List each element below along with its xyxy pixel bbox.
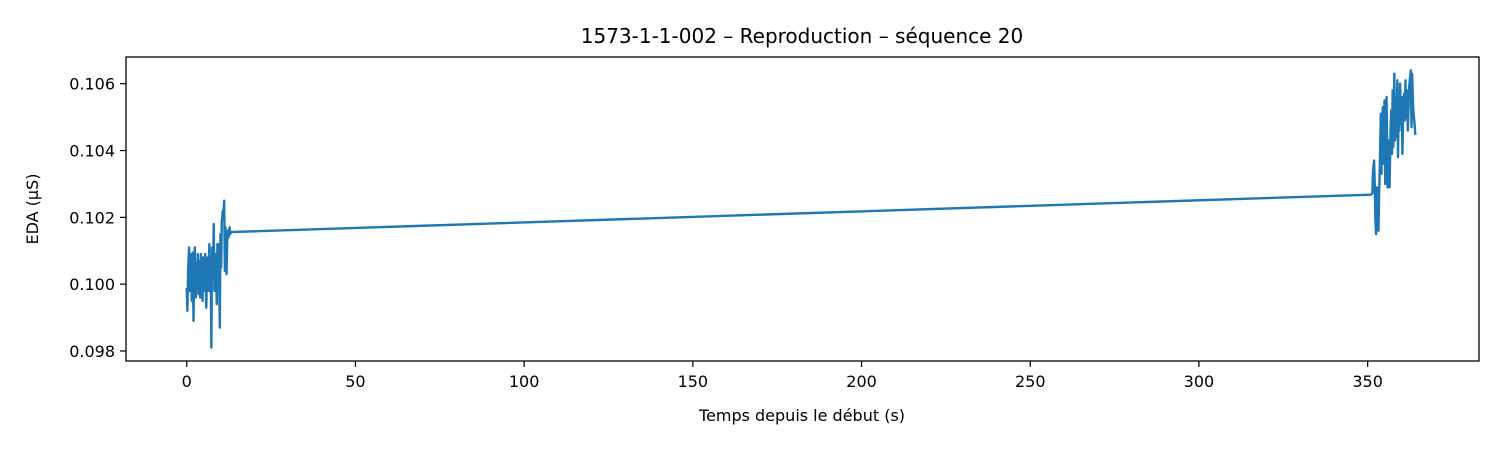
x-tick-label: 350 xyxy=(1352,372,1383,391)
x-tick-label: 200 xyxy=(846,372,877,391)
x-tick-label: 100 xyxy=(509,372,540,391)
y-tick-label: 0.106 xyxy=(69,75,115,94)
y-tick-label: 0.102 xyxy=(69,208,115,227)
plot-area xyxy=(185,69,1417,349)
chart-title: 1573-1-1-002 – Reproduction – séquence 2… xyxy=(581,24,1023,48)
y-axis-label: EDA (µS) xyxy=(23,174,42,245)
x-tick-label: 250 xyxy=(1015,372,1046,391)
y-tick-label: 0.104 xyxy=(69,142,115,161)
y-tick-label: 0.100 xyxy=(69,275,115,294)
x-tick-label: 300 xyxy=(1184,372,1215,391)
x-axis-label: Temps depuis le début (s) xyxy=(698,406,905,425)
x-axis: 0 50 100 150 200 250 300 350 xyxy=(182,361,1383,391)
eda-series-line xyxy=(185,69,1417,349)
x-tick-label: 0 xyxy=(182,372,192,391)
y-axis: 0.098 0.100 0.102 0.104 0.106 xyxy=(69,75,126,361)
x-tick-label: 50 xyxy=(345,372,365,391)
x-tick-label: 150 xyxy=(678,372,709,391)
y-tick-label: 0.098 xyxy=(69,342,115,361)
plot-frame xyxy=(125,56,1480,362)
